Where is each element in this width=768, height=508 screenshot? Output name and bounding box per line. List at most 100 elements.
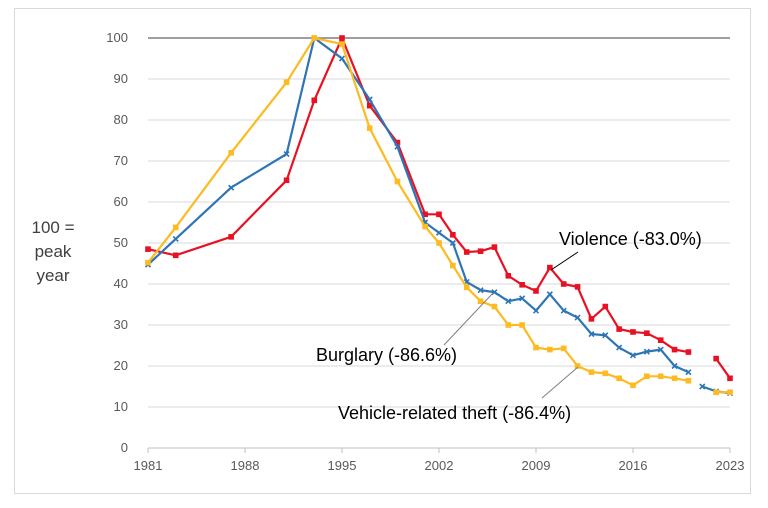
series-3-point-2022 — [713, 389, 719, 396]
burglary-annotation: Burglary (-86.6%) — [316, 345, 457, 365]
series-1-point-1987 — [228, 234, 234, 240]
series-3-point-2005 — [477, 298, 484, 305]
series-3-point-2003 — [450, 262, 456, 269]
series-3-point-2023 — [727, 389, 733, 396]
series-1-point-2009 — [533, 288, 539, 294]
y-tick-label-50: 50 — [114, 235, 128, 250]
x-tick-label-2002: 2002 — [425, 458, 454, 473]
series-1-point-2010 — [547, 264, 553, 271]
y-tick-label-100: 100 — [106, 30, 128, 45]
x-tick-label-1981: 1981 — [134, 458, 163, 473]
series-1-point-2020 — [685, 349, 692, 355]
y-axis-label-line-1: 100 = — [31, 218, 74, 237]
series-2-point-2017 — [643, 348, 650, 355]
series-1-point-2005 — [477, 248, 484, 254]
series-3-point-1993 — [311, 35, 318, 41]
x-tick-label-1995: 1995 — [328, 458, 357, 473]
violence-callout-line — [550, 251, 579, 271]
y-axis-label-line-2: peak — [35, 242, 72, 261]
series-1-point-1997 — [366, 102, 373, 109]
series-1-point-2001 — [422, 211, 428, 218]
series-1-point-2004 — [463, 249, 470, 255]
series-3-point-2018 — [657, 373, 664, 380]
y-tick-label-10: 10 — [114, 399, 128, 414]
series-3-point-2020 — [685, 377, 692, 384]
vehicle-theft-annotation: Vehicle-related theft (-86.4%) — [338, 403, 571, 423]
series-3-point-2007 — [505, 322, 512, 328]
series-2-point-2008 — [519, 295, 526, 302]
burglary-callout-line — [443, 292, 494, 346]
violence-annotation: Violence (-83.0%) — [559, 229, 702, 249]
y-tick-label-80: 80 — [114, 112, 128, 127]
series-2-point-2021 — [699, 383, 706, 390]
series-3-point-2016 — [630, 382, 636, 389]
series-1-point-2014 — [602, 303, 609, 310]
series-2-point-2014 — [602, 332, 609, 339]
series-1-point-1991 — [283, 177, 290, 184]
series-3-point-2019 — [671, 375, 678, 382]
series-1-point-2017 — [644, 330, 650, 336]
series-2-point-2018 — [657, 346, 664, 353]
series-2-point-2020 — [685, 369, 692, 376]
series-1-point-2012 — [574, 284, 581, 290]
series-3-point-2013 — [588, 369, 595, 375]
series-3-point-2011 — [560, 345, 567, 352]
series-1-point-2013 — [588, 316, 595, 322]
series-3-point-2002 — [436, 240, 442, 246]
series-3-point-2012 — [574, 363, 581, 369]
y-tick-label-70: 70 — [114, 153, 128, 168]
series-3-line-1 — [147, 36, 689, 387]
series-1-point-2006 — [491, 244, 498, 250]
vehicle-theft-callout-line — [541, 366, 579, 399]
series-3-point-2010 — [547, 346, 553, 353]
y-tick-label-60: 60 — [114, 194, 128, 209]
y-axis-ticks: 0 10 20 30 40 50 60 70 80 90 100 — [106, 30, 128, 455]
series-3-point-1995 — [339, 41, 345, 47]
series-2-point-2010 — [546, 291, 553, 298]
series-2-point-1997 — [366, 96, 373, 103]
series-3-point-2009 — [533, 344, 539, 351]
series-1-line-2 — [715, 357, 731, 379]
y-tick-label-90: 90 — [114, 71, 128, 86]
chart-frame — [14, 8, 751, 494]
series-3-point-1981 — [145, 259, 151, 266]
series-1-point-2018 — [657, 337, 664, 343]
series-1-point-1981 — [145, 246, 151, 252]
series-2-point-2009 — [532, 307, 540, 314]
series-2-point-2007 — [505, 298, 512, 305]
series-2-point-1995 — [338, 55, 346, 62]
series-3 — [145, 35, 733, 396]
series-2-point-2016 — [629, 352, 637, 359]
series-1-point-1983 — [172, 252, 179, 259]
series-2-point-2011 — [560, 307, 567, 314]
series-1-point-2015 — [616, 326, 622, 332]
gridlines — [148, 78, 730, 449]
series-2-point-2019 — [671, 362, 678, 370]
x-tick-label-1988: 1988 — [231, 458, 260, 473]
series-1-point-2022 — [713, 355, 719, 362]
y-tick-label-40: 40 — [114, 276, 128, 291]
series-1-point-1995 — [339, 35, 345, 41]
series-1-point-1993 — [311, 97, 318, 104]
x-axis: 1981 1988 1995 2002 2009 2016 2023 — [134, 447, 745, 473]
series-3-point-2008 — [519, 322, 525, 328]
series-1 — [145, 35, 733, 382]
x-tick-label-2009: 2009 — [522, 458, 551, 473]
series-2-point-2005 — [477, 287, 484, 294]
series-3-point-2001 — [422, 223, 428, 230]
series-1-point-2003 — [450, 232, 456, 238]
series-1-point-2008 — [519, 282, 525, 288]
series-2-point-2003 — [449, 239, 456, 247]
series-3-point-2006 — [491, 303, 498, 310]
series-3-point-1987 — [228, 150, 234, 156]
x-tick-label-2023: 2023 — [716, 458, 745, 473]
series-1-line-1 — [147, 36, 689, 354]
series-3-point-2004 — [463, 284, 470, 291]
series-2-point-2013 — [588, 330, 595, 338]
y-tick-label-0: 0 — [121, 440, 128, 455]
y-axis-label-line-3: year — [36, 266, 69, 285]
series-2-point-1987 — [228, 184, 235, 191]
series-1-point-2007 — [505, 273, 512, 279]
series-2-point-1983 — [172, 235, 179, 242]
